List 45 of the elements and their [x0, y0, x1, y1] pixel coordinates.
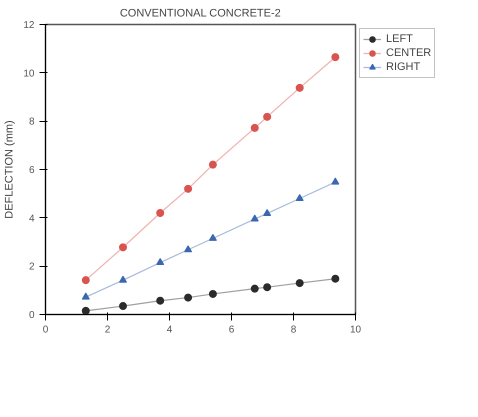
point — [208, 290, 217, 298]
point — [119, 302, 127, 310]
y-tick-label: 2 — [28, 262, 35, 273]
point — [156, 296, 164, 305]
point — [250, 124, 259, 132]
point — [119, 243, 127, 252]
y-tick-label: 8 — [28, 116, 35, 128]
y-tick-label: 10 — [23, 68, 35, 80]
y-tick-label: 12 — [23, 20, 35, 31]
x-tick-label: 2 — [104, 324, 111, 336]
legend-label: LEFT — [386, 32, 413, 46]
chart-title: CONVENTIONAL CONCRETE-2 — [120, 8, 281, 20]
point — [250, 214, 259, 222]
point — [331, 274, 340, 283]
point — [119, 276, 127, 283]
legend-label: RIGHT — [386, 60, 420, 74]
y-tick-label: 0 — [28, 310, 35, 321]
point — [156, 209, 164, 217]
point — [184, 184, 192, 193]
x-tick-label: 6 — [228, 324, 235, 336]
point — [184, 245, 192, 252]
x-tick-label: 8 — [290, 324, 297, 336]
x-tick-label: 4 — [166, 324, 173, 336]
point — [331, 53, 340, 62]
point — [82, 306, 90, 314]
point — [331, 178, 340, 185]
point — [208, 234, 217, 241]
x-tick-label: 0 — [42, 324, 49, 336]
y-axis-title: DEFLECTION (mm) — [3, 120, 16, 219]
legend-label: CENTER — [386, 46, 432, 60]
point — [263, 283, 272, 292]
point — [296, 84, 304, 92]
point — [250, 284, 259, 293]
point — [296, 194, 304, 202]
y-tick-label: 6 — [28, 165, 35, 176]
point — [296, 279, 304, 288]
point — [82, 276, 90, 284]
x-tick-label: 10 — [350, 324, 362, 336]
point — [208, 160, 217, 169]
point — [263, 208, 272, 216]
point — [263, 112, 272, 121]
y-tick-label: 4 — [28, 213, 35, 224]
point — [156, 258, 164, 266]
point — [82, 292, 90, 300]
point — [184, 294, 192, 302]
